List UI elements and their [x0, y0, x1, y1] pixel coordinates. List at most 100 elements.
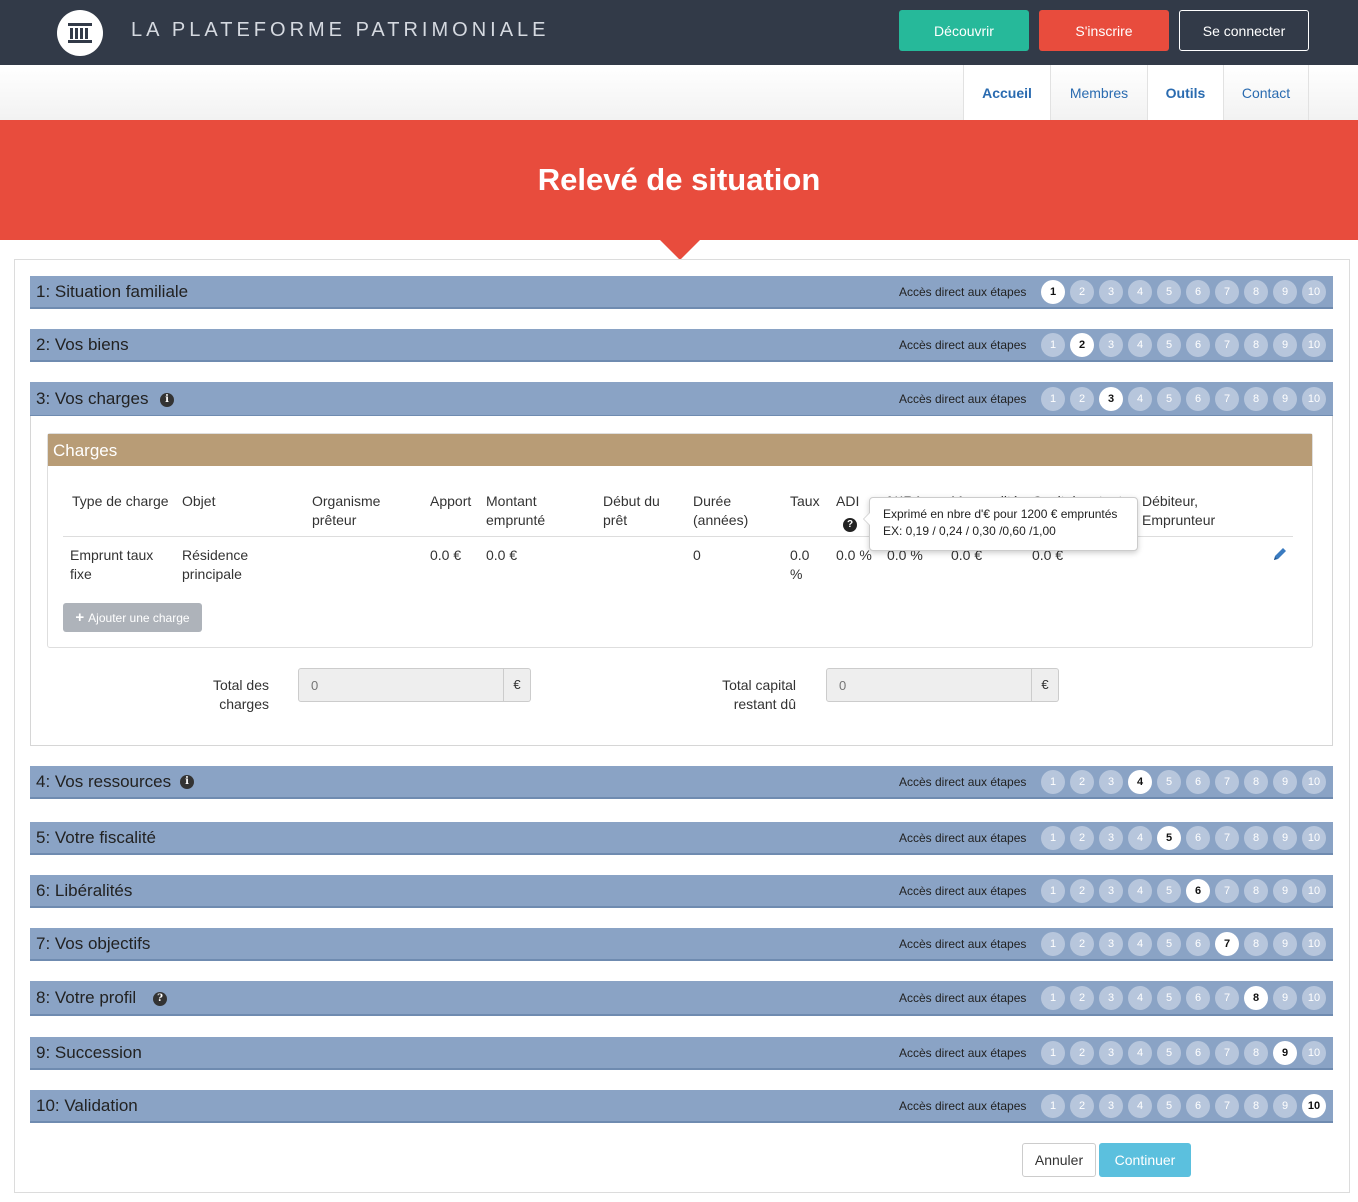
- add-charge-button[interactable]: + Ajouter une charge: [63, 603, 202, 632]
- step-number-9[interactable]: 9: [1273, 932, 1297, 956]
- step-number-10[interactable]: 10: [1302, 280, 1326, 304]
- step-number-5[interactable]: 5: [1157, 932, 1181, 956]
- step-number-7[interactable]: 7: [1215, 1041, 1239, 1065]
- step-number-2[interactable]: 2: [1070, 826, 1094, 850]
- step-number-6[interactable]: 6: [1186, 770, 1210, 794]
- step-bar-2[interactable]: 2: Vos biens Accès direct aux étapes 1 2 3 4 5…: [30, 329, 1333, 362]
- step-number-4[interactable]: 4: [1128, 1094, 1152, 1118]
- step-number-9[interactable]: 9: [1273, 387, 1297, 411]
- step-number-5[interactable]: 5: [1157, 387, 1181, 411]
- step-number-9[interactable]: 9: [1273, 1041, 1297, 1065]
- step-number-10[interactable]: 10: [1302, 333, 1326, 357]
- step-bar-3[interactable]: 3: Vos charges i Accès direct aux étapes 1 2…: [30, 382, 1333, 417]
- step-number-7[interactable]: 7: [1215, 1094, 1239, 1118]
- step-bar-7[interactable]: 7: Vos objectifs Accès direct aux étapes 1…: [30, 928, 1333, 961]
- step-bar-1[interactable]: 1: Situation familiale Accès direct aux é…: [30, 276, 1333, 309]
- step-number-7[interactable]: 7: [1215, 879, 1239, 903]
- question-icon[interactable]: ?: [843, 518, 857, 532]
- step-number-6[interactable]: 6: [1186, 932, 1210, 956]
- step-number-1[interactable]: 1: [1041, 770, 1065, 794]
- step-number-4[interactable]: 4: [1128, 280, 1152, 304]
- step-number-8[interactable]: 8: [1244, 986, 1268, 1010]
- annuler-button[interactable]: Annuler: [1022, 1143, 1096, 1177]
- step-bar-6[interactable]: 6: Libéralités Accès direct aux étapes 1 2 3…: [30, 875, 1333, 908]
- step-number-2[interactable]: 2: [1070, 986, 1094, 1010]
- step-number-3[interactable]: 3: [1099, 770, 1123, 794]
- step-number-3[interactable]: 3: [1099, 986, 1123, 1010]
- step-number-2[interactable]: 2: [1070, 879, 1094, 903]
- step-number-7[interactable]: 7: [1215, 387, 1239, 411]
- step-number-4[interactable]: 4: [1128, 932, 1152, 956]
- step-number-5[interactable]: 5: [1157, 1094, 1181, 1118]
- step-number-1[interactable]: 1: [1041, 826, 1065, 850]
- step-number-2[interactable]: 2: [1070, 387, 1094, 411]
- step-bar-8[interactable]: 8: Votre profil? Accès direct aux étapes 1…: [30, 981, 1333, 1016]
- nav-item-accueil[interactable]: Accueil: [964, 65, 1050, 120]
- step-number-6[interactable]: 6: [1186, 1094, 1210, 1118]
- step-number-2[interactable]: 2: [1070, 333, 1094, 357]
- question-icon[interactable]: ?: [153, 992, 167, 1006]
- step-number-5[interactable]: 5: [1157, 280, 1181, 304]
- nav-item-contact[interactable]: Contact: [1241, 84, 1291, 101]
- step-number-10[interactable]: 10: [1302, 770, 1326, 794]
- step-number-5[interactable]: 5: [1157, 986, 1181, 1010]
- step-number-8[interactable]: 8: [1244, 770, 1268, 794]
- step-number-8[interactable]: 8: [1244, 879, 1268, 903]
- step-number-3[interactable]: 3: [1099, 1041, 1123, 1065]
- step-number-6[interactable]: 6: [1186, 1041, 1210, 1065]
- step-number-5[interactable]: 5: [1157, 826, 1181, 850]
- connecter-button[interactable]: Se connecter: [1179, 10, 1309, 51]
- step-number-9[interactable]: 9: [1273, 1094, 1297, 1118]
- step-number-1[interactable]: 1: [1041, 879, 1065, 903]
- step-number-8[interactable]: 8: [1244, 932, 1268, 956]
- step-number-4[interactable]: 4: [1128, 770, 1152, 794]
- nav-item-membres[interactable]: Membres: [1069, 84, 1129, 101]
- step-number-1[interactable]: 1: [1041, 932, 1065, 956]
- step-number-5[interactable]: 5: [1157, 879, 1181, 903]
- step-number-10[interactable]: 10: [1302, 387, 1326, 411]
- step-number-3[interactable]: 3: [1099, 826, 1123, 850]
- step-number-1[interactable]: 1: [1041, 1041, 1065, 1065]
- step-number-9[interactable]: 9: [1273, 280, 1297, 304]
- step-number-8[interactable]: 8: [1244, 333, 1268, 357]
- step-number-3[interactable]: 3: [1099, 387, 1123, 411]
- step-number-2[interactable]: 2: [1070, 1094, 1094, 1118]
- step-number-3[interactable]: 3: [1099, 333, 1123, 357]
- step-number-5[interactable]: 5: [1157, 1041, 1181, 1065]
- step-number-10[interactable]: 10: [1302, 1041, 1326, 1065]
- step-number-2[interactable]: 2: [1070, 770, 1094, 794]
- step-number-7[interactable]: 7: [1215, 280, 1239, 304]
- step-number-5[interactable]: 5: [1157, 770, 1181, 794]
- step-bar-10[interactable]: 10: Validation Accès direct aux étapes 1 2 3…: [30, 1090, 1333, 1123]
- step-number-2[interactable]: 2: [1070, 280, 1094, 304]
- step-number-6[interactable]: 6: [1186, 333, 1210, 357]
- step-number-5[interactable]: 5: [1157, 333, 1181, 357]
- decouvrir-button[interactable]: Découvrir: [899, 10, 1029, 51]
- step-number-7[interactable]: 7: [1215, 770, 1239, 794]
- step-number-6[interactable]: 6: [1186, 387, 1210, 411]
- step-number-6[interactable]: 6: [1186, 879, 1210, 903]
- step-number-8[interactable]: 8: [1244, 826, 1268, 850]
- step-number-10[interactable]: 10: [1302, 932, 1326, 956]
- step-number-10[interactable]: 10: [1302, 879, 1326, 903]
- step-number-3[interactable]: 3: [1099, 879, 1123, 903]
- step-number-8[interactable]: 8: [1244, 1094, 1268, 1118]
- step-number-1[interactable]: 1: [1041, 387, 1065, 411]
- step-number-7[interactable]: 7: [1215, 333, 1239, 357]
- step-number-2[interactable]: 2: [1070, 932, 1094, 956]
- step-number-1[interactable]: 1: [1041, 333, 1065, 357]
- step-number-4[interactable]: 4: [1128, 333, 1152, 357]
- step-number-4[interactable]: 4: [1128, 1041, 1152, 1065]
- inscrire-button[interactable]: S'inscrire: [1039, 10, 1169, 51]
- step-number-4[interactable]: 4: [1128, 387, 1152, 411]
- step-number-10[interactable]: 10: [1302, 1094, 1326, 1118]
- edit-pencil-icon[interactable]: [1272, 546, 1288, 562]
- step-number-9[interactable]: 9: [1273, 879, 1297, 903]
- step-number-4[interactable]: 4: [1128, 879, 1152, 903]
- info-icon[interactable]: i: [180, 775, 194, 789]
- step-number-9[interactable]: 9: [1273, 986, 1297, 1010]
- step-bar-4[interactable]: 4: Vos ressources i Accès direct aux étape…: [30, 766, 1333, 799]
- logo[interactable]: [57, 10, 103, 56]
- step-number-3[interactable]: 3: [1099, 280, 1123, 304]
- step-number-8[interactable]: 8: [1244, 387, 1268, 411]
